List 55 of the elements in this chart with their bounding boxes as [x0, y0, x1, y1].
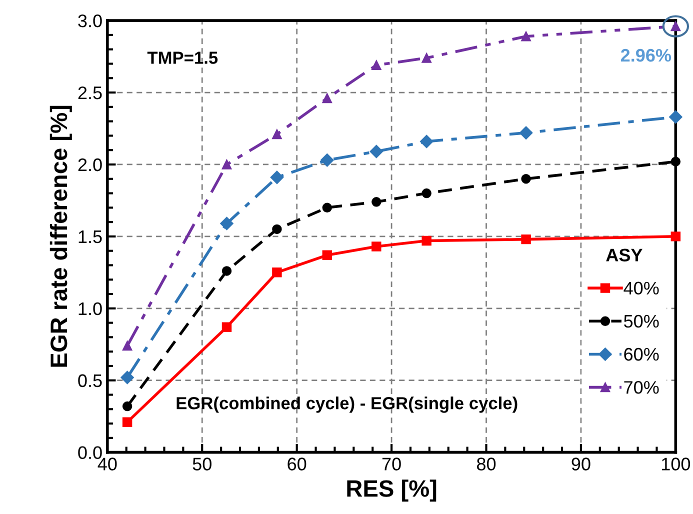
point [372, 60, 382, 70]
point [222, 160, 232, 170]
x-tick-label: 70 [382, 458, 401, 470]
legend-title: ASY [606, 248, 642, 262]
point [521, 234, 531, 244]
point [122, 417, 132, 427]
point [322, 250, 332, 260]
x-tick-label: 50 [192, 458, 212, 470]
legend-label: 70% [624, 381, 659, 394]
x-tick-label: 80 [477, 458, 496, 470]
y-axis-title: EGR rate difference [%] [50, 106, 72, 367]
annotation: 2.96% [620, 48, 672, 62]
point [270, 170, 284, 184]
point [669, 110, 682, 124]
point [222, 322, 232, 332]
x-axis-title: RES [%] [347, 480, 436, 502]
y-tick-label: 0.5 [78, 374, 102, 388]
point [519, 126, 533, 140]
point [272, 129, 282, 140]
annotation: TMP=1.5 [147, 52, 218, 64]
y-tick-label: 1.0 [78, 302, 102, 316]
y-tick-label: 1.5 [78, 230, 102, 244]
annotation: EGR(combined cycle) - EGR(single cycle) [176, 396, 518, 413]
legend-label: 50% [624, 314, 659, 328]
point [122, 401, 132, 412]
point [272, 224, 282, 234]
point [521, 32, 531, 42]
point [120, 370, 134, 384]
legend-label: 40% [624, 282, 659, 295]
point [122, 340, 132, 351]
point [670, 156, 681, 166]
point [372, 242, 382, 252]
point [322, 202, 332, 213]
x-tick-label: 60 [288, 458, 306, 470]
point [422, 188, 432, 198]
legend-label: 60% [624, 348, 659, 361]
x-tick-label: 90 [572, 458, 590, 470]
point [320, 154, 334, 167]
point [322, 93, 332, 104]
point [422, 236, 432, 246]
point [422, 53, 432, 63]
point [272, 268, 282, 278]
point [420, 134, 434, 148]
point [222, 266, 232, 276]
y-tick-label: 2.0 [78, 158, 102, 172]
point [670, 232, 681, 242]
point [370, 144, 383, 158]
point [220, 216, 234, 230]
point [372, 197, 382, 207]
point [521, 174, 531, 184]
y-tick-label: 2.5 [78, 86, 102, 100]
y-tick-label: 0.0 [78, 446, 102, 460]
x-tick-label: 100 [662, 458, 690, 470]
x-tick-label: 40 [98, 458, 117, 470]
y-tick-label: 3.0 [78, 14, 102, 28]
